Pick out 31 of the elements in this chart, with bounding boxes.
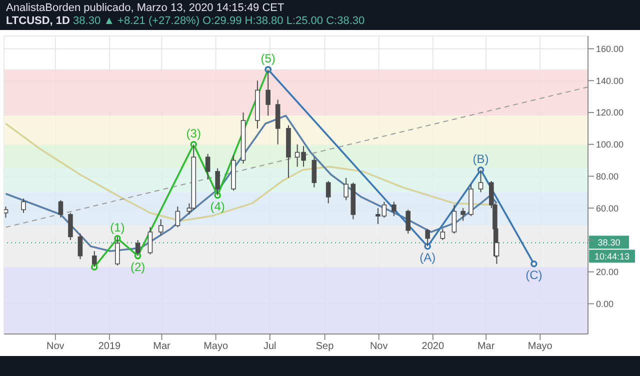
x-tick-label: Jul [263, 341, 276, 352]
x-tick-label: Mayo [528, 341, 553, 352]
x-tick-label: 2020 [422, 341, 444, 352]
annotation: (3) [186, 126, 201, 140]
x-tick-label: Sep [316, 341, 334, 352]
text: 10:44:13 [594, 252, 630, 262]
annotation: (1) [110, 220, 125, 234]
annotation: (B) [472, 152, 489, 166]
y-tick-label: 0.00 [596, 298, 614, 309]
ref-line-label: 38.30 [598, 238, 620, 248]
x-tick-label: Mar [153, 341, 172, 352]
y-tick-label: 100.00 [596, 140, 624, 150]
x-tick-label: Nov [46, 341, 64, 352]
y-tick-label: 80.00 [596, 171, 619, 182]
x-tick-label: Nov [370, 341, 388, 352]
annotation: (4) [210, 199, 225, 214]
annotation: (A) [420, 250, 436, 264]
x-tick-label: Mayo [204, 341, 228, 352]
chart-title: LTCUSD, 1D [6, 15, 70, 27]
text: 38.30 ▲ +8.21 (+27.28%) O:29.99 H:38.80 L:25.00 C:38.30 [73, 15, 365, 27]
x-tick-label: 2019 [98, 341, 122, 352]
y-tick-label: 60.00 [596, 203, 619, 214]
annotation: (C) [526, 268, 542, 282]
y-tick-label: 20.00 [596, 267, 619, 278]
annotation: (5) [260, 51, 276, 66]
y-tick-label: 120.00 [596, 108, 624, 118]
annotation: (2) [130, 260, 146, 274]
chart-subtitle: AnalistaBorden publicado, Marzo 13, 2020 14:15:49 CET [6, 2, 286, 15]
x-tick-label: Mar [477, 341, 496, 352]
y-tick-label: 140.00 [596, 76, 624, 86]
y-tick-label: 160.00 [596, 44, 624, 54]
